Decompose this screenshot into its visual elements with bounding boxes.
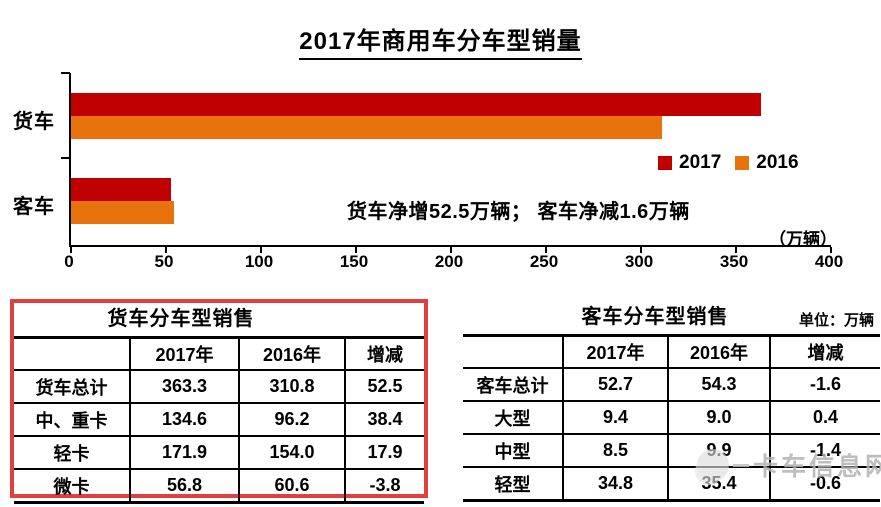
value-cell: 52.7 xyxy=(562,367,668,401)
x-axis-tick xyxy=(640,247,642,253)
table-row: 轻卡 171.9 154.0 17.9 xyxy=(14,435,424,469)
value-cell: 35.4 xyxy=(667,466,770,501)
chart-legend: 2017 2016 xyxy=(658,152,813,174)
table-header-cell: 2017年 xyxy=(129,337,239,370)
x-axis-tick xyxy=(735,247,737,253)
x-axis-tick xyxy=(355,247,357,253)
legend-item-2017: 2017 xyxy=(658,152,721,174)
truck-table-title: 货车分车型销售 xyxy=(107,308,255,330)
table-row: 中型 8.5 9.9 -1.4 xyxy=(463,433,880,467)
value-cell: 0.4 xyxy=(769,400,880,434)
value-cell: 8.5 xyxy=(562,433,668,467)
bus-table-title: 客车分车型销售 xyxy=(581,306,729,328)
x-axis-tick-label: 300 xyxy=(624,252,654,271)
x-axis-tick xyxy=(70,247,72,253)
table-header-cell: 增减 xyxy=(344,337,424,370)
value-cell: 54.3 xyxy=(667,367,770,401)
x-axis-tick-label: 200 xyxy=(434,252,464,271)
table-header-cell: 增减 xyxy=(769,335,880,368)
legend-swatch-2017 xyxy=(658,156,672,170)
value-cell: 154.0 xyxy=(238,435,345,469)
value-cell: 363.3 xyxy=(129,369,239,403)
bus-sales-table: 2017年 2016年 增减 客车总计 52.7 54.3 -1.6 大型 9.4 9.0 0.4 中… xyxy=(463,334,880,502)
table-header-cell: 2016年 xyxy=(238,337,345,370)
value-cell: 9.4 xyxy=(562,400,668,434)
value-cell: 96.2 xyxy=(238,402,345,436)
x-axis-tick-label: 250 xyxy=(529,252,559,271)
value-cell: 171.9 xyxy=(129,435,239,469)
value-cell: -0.6 xyxy=(769,466,880,501)
legend-item-2016: 2016 xyxy=(735,152,799,174)
legend-label-2016: 2016 xyxy=(756,152,799,173)
net-change-annotation: 货车净增52.5万辆； 客车净减1.6万辆 xyxy=(347,201,690,223)
bar-客车-2017 xyxy=(71,178,172,201)
row-label-cell: 中、重卡 xyxy=(14,402,130,436)
value-cell: 34.8 xyxy=(562,466,668,501)
axis-unit-label: （万辆） xyxy=(769,230,837,249)
value-cell: 60.6 xyxy=(238,468,345,503)
x-axis-tick xyxy=(830,247,832,253)
x-axis-tick xyxy=(260,247,262,253)
bar-货车-2017 xyxy=(71,93,762,116)
row-label-cell: 客车总计 xyxy=(463,367,563,401)
value-cell: 52.5 xyxy=(344,369,424,403)
chart-title-text: 2017年商用车分车型销量 xyxy=(299,21,582,60)
value-cell: 9.0 xyxy=(667,400,770,434)
value-cell: 38.4 xyxy=(344,402,424,436)
table-row: 中、重卡 134.6 96.2 38.4 xyxy=(14,402,424,436)
table-row: 客车总计 52.7 54.3 -1.6 xyxy=(463,367,880,401)
value-cell: 134.6 xyxy=(129,402,239,436)
bus-table-container: 2017年 2016年 增减 客车总计 52.7 54.3 -1.6 大型 9.4 9.0 0.4 中… xyxy=(463,334,880,502)
x-axis-tick-label: 0 xyxy=(64,252,74,271)
table-header-cell: 2016年 xyxy=(667,335,770,368)
truck-table-container: 2017年 2016年 增减 货车总计 363.3 310.8 52.5 中、重卡 134.6 9… xyxy=(14,336,424,504)
x-axis-tick-label: 150 xyxy=(339,252,369,271)
x-axis-labels: 0 50 100 150 200 250 300 350 400 xyxy=(64,252,843,274)
legend-swatch-2016 xyxy=(735,156,750,170)
table-header-row: 2017年 2016年 增减 xyxy=(14,337,424,371)
truck-table-highlight-box: 货车分车型销售 2017年 2016年 增减 货车总计 363.3 310.8 52.5 中、… xyxy=(10,299,428,504)
value-cell: 17.9 xyxy=(344,435,424,469)
x-axis-tick xyxy=(165,247,167,253)
bus-table-unit-note: 单位：万辆 xyxy=(798,312,874,329)
row-label-cell: 货车总计 xyxy=(14,369,130,403)
x-axis-tick-label: 100 xyxy=(244,252,274,271)
value-cell: 56.8 xyxy=(129,468,239,503)
x-axis-tick-label: 50 xyxy=(154,252,174,271)
table-header-row: 2017年 2016年 增减 xyxy=(463,335,880,369)
legend-label-2017: 2017 xyxy=(679,152,722,173)
x-axis-tick xyxy=(450,247,452,253)
y-axis-tick xyxy=(61,72,70,74)
y-axis-tick xyxy=(61,157,70,159)
bus-table-section: 客车分车型销售 单位：万辆 2017年 2016年 增减 客车总计 52.7 54.3 -1… xyxy=(463,299,880,502)
value-cell: 310.8 xyxy=(238,369,345,403)
table-row: 轻型 34.8 35.4 -0.6 xyxy=(463,466,880,501)
x-axis-tick xyxy=(545,247,547,253)
x-axis-tick-label: 400 xyxy=(814,252,844,271)
x-axis-tick-label: 350 xyxy=(719,252,749,271)
value-cell: 9.9 xyxy=(667,433,770,467)
table-row: 大型 9.4 9.0 0.4 xyxy=(463,400,880,434)
bar-chart-plot-area xyxy=(61,72,832,253)
bar-客车-2016 xyxy=(71,201,175,224)
table-row: 微卡 56.8 60.6 -3.8 xyxy=(14,468,424,503)
table-header-cell xyxy=(14,338,130,371)
category-label-truck: 货车 xyxy=(13,111,55,133)
truck-sales-table: 2017年 2016年 增减 货车总计 363.3 310.8 52.5 中、重卡 134.6 9… xyxy=(14,336,424,504)
row-label-cell: 轻型 xyxy=(463,466,563,501)
chart-title: 2017年商用车分车型销量 xyxy=(0,21,881,60)
value-cell: -3.8 xyxy=(344,468,424,503)
row-label-cell: 中型 xyxy=(463,433,563,467)
table-row: 货车总计 363.3 310.8 52.5 xyxy=(14,369,424,403)
bar-货车-2016 xyxy=(71,116,662,139)
row-label-cell: 轻卡 xyxy=(14,435,130,469)
row-label-cell: 微卡 xyxy=(14,468,130,503)
value-cell: -1.6 xyxy=(769,367,880,401)
table-header-cell xyxy=(463,336,563,369)
row-label-cell: 大型 xyxy=(463,400,563,434)
value-cell: -1.4 xyxy=(769,433,880,467)
category-label-bus: 客车 xyxy=(13,196,55,218)
table-header-cell: 2017年 xyxy=(562,335,668,368)
